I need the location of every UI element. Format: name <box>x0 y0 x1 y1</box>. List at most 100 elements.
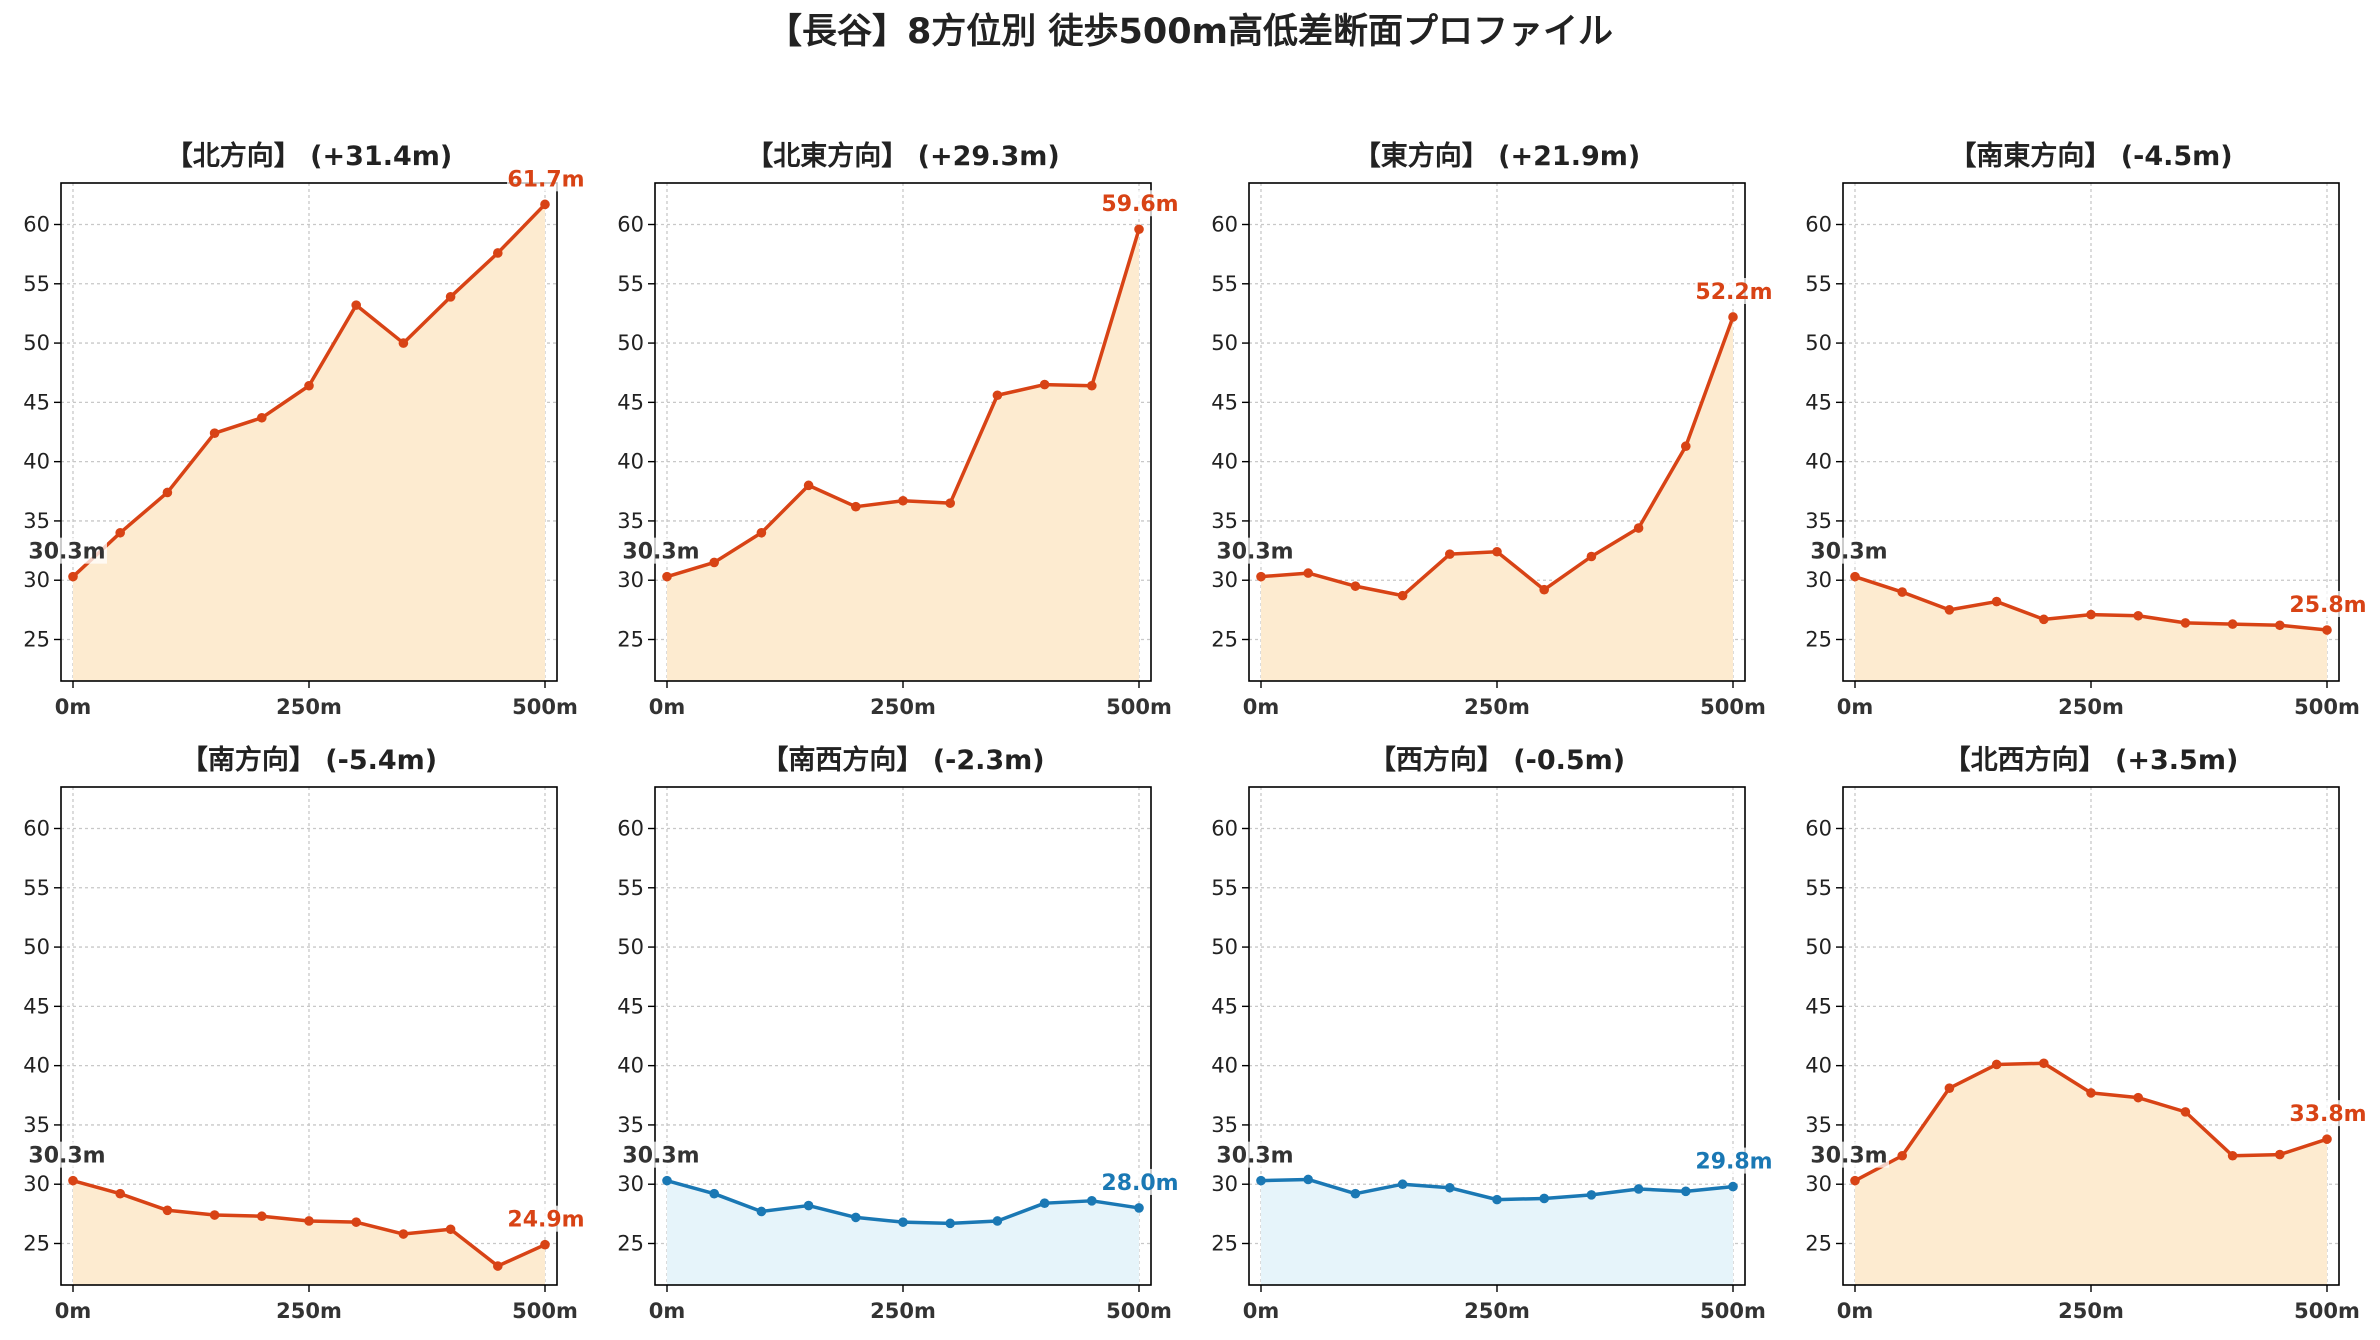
x-tick-label: 0m <box>55 1299 92 1323</box>
data-point <box>304 380 314 391</box>
data-point <box>803 480 814 491</box>
elevation-area <box>1261 316 1733 681</box>
data-point <box>756 527 767 538</box>
data-point <box>1897 587 1907 597</box>
y-tick-label: 35 <box>617 509 644 533</box>
y-tick-label: 60 <box>1805 817 1832 841</box>
y-tick-label: 45 <box>617 390 644 414</box>
data-point <box>1039 1198 1050 1208</box>
data-point <box>1087 1196 1097 1206</box>
end-label-background <box>2289 1100 2367 1127</box>
end-label-background <box>507 1205 585 1232</box>
x-tick-label: 0m <box>1243 695 1280 719</box>
data-point <box>1134 1203 1144 1213</box>
end-label-background <box>2289 591 2367 618</box>
data-point <box>1256 1175 1266 1186</box>
y-tick-label: 35 <box>1211 1113 1238 1137</box>
y-tick-label: 55 <box>1211 876 1238 900</box>
data-point <box>2275 620 2285 631</box>
y-tick-label: 55 <box>23 272 50 296</box>
x-tick-label: 500m <box>2294 695 2360 719</box>
y-tick-label: 45 <box>1805 994 1832 1018</box>
data-point <box>445 292 456 302</box>
y-tick-label: 60 <box>617 817 644 841</box>
y-tick-label: 60 <box>23 213 50 237</box>
data-point <box>1586 1190 1597 1200</box>
elevation-area <box>667 229 1139 681</box>
elevation-area <box>1855 1063 2327 1285</box>
y-tick-label: 35 <box>1211 509 1238 533</box>
y-tick-label: 55 <box>23 876 50 900</box>
y-tick-label: 50 <box>1211 935 1238 959</box>
data-point <box>540 1239 550 1250</box>
x-tick-label: 250m <box>870 1299 936 1323</box>
data-point <box>351 300 362 310</box>
profile-panel: 【南方向】 (-5.4m) 25 30 35 40 45 50 55 60 0m 250m 500m 3… <box>23 744 585 1323</box>
data-point <box>2275 1149 2285 1160</box>
data-point <box>1681 1186 1691 1197</box>
panel-title: 【西方向】 (-0.5m) <box>1369 744 1625 776</box>
y-tick-label: 45 <box>1211 390 1238 414</box>
data-point <box>68 1175 78 1186</box>
data-point <box>1681 441 1691 452</box>
data-point <box>209 1210 220 1220</box>
y-tick-label: 60 <box>23 817 50 841</box>
data-point <box>1445 1182 1455 1193</box>
data-point <box>1539 1193 1549 1204</box>
panel-title: 【北東方向】 (+29.3m) <box>746 140 1059 172</box>
elevation-area <box>667 1180 1139 1285</box>
data-point <box>1539 584 1549 595</box>
data-point <box>803 1200 814 1211</box>
data-point <box>162 1205 173 1216</box>
x-tick-label: 0m <box>649 1299 686 1323</box>
data-point <box>992 390 1003 401</box>
end-label-background <box>1101 1168 1179 1195</box>
y-tick-label: 30 <box>617 1172 644 1196</box>
y-tick-label: 60 <box>1211 817 1238 841</box>
panel-title: 【北方向】 (+31.4m) <box>166 140 452 172</box>
panel-title: 【北西方向】 (+3.5m) <box>1944 744 2239 776</box>
y-tick-label: 25 <box>1211 628 1238 652</box>
start-elevation-label: 30.3m <box>622 1144 699 1169</box>
x-tick-label: 500m <box>1106 1299 1172 1323</box>
y-tick-label: 40 <box>1211 450 1238 474</box>
data-point <box>2086 609 2096 620</box>
data-point <box>898 1217 908 1227</box>
y-tick-label: 40 <box>1805 450 1832 474</box>
data-point <box>304 1216 314 1226</box>
start-elevation-label: 30.3m <box>28 540 105 565</box>
profile-panel: 【北東方向】 (+29.3m) 25 30 35 40 45 50 55 60 0m 250m 500… <box>617 140 1179 719</box>
y-tick-label: 35 <box>1805 509 1832 533</box>
start-label-background <box>29 537 107 564</box>
data-point <box>1134 224 1144 235</box>
data-point <box>398 1229 409 1239</box>
start-elevation-label: 30.3m <box>1810 1144 1887 1169</box>
y-tick-label: 30 <box>617 568 644 592</box>
y-tick-label: 45 <box>1211 994 1238 1018</box>
y-tick-label: 30 <box>1805 1172 1832 1196</box>
data-point <box>851 1212 861 1223</box>
end-elevation-label: 29.8m <box>1695 1150 1772 1175</box>
y-tick-label: 35 <box>617 1113 644 1137</box>
y-tick-label: 50 <box>1805 331 1832 355</box>
y-tick-label: 40 <box>23 450 50 474</box>
data-point <box>1492 546 1502 557</box>
y-tick-label: 55 <box>1211 272 1238 296</box>
y-tick-label: 30 <box>23 1172 50 1196</box>
elevation-area <box>73 204 545 682</box>
x-tick-label: 250m <box>2058 1299 2124 1323</box>
data-point <box>1350 1188 1361 1199</box>
profile-panel: 【北西方向】 (+3.5m) 25 30 35 40 45 50 55 60 0m 250m 500m… <box>1805 744 2367 1323</box>
y-tick-label: 50 <box>1805 935 1832 959</box>
y-tick-label: 60 <box>1211 213 1238 237</box>
y-tick-label: 45 <box>1805 390 1832 414</box>
start-elevation-label: 30.3m <box>1216 540 1293 565</box>
data-point <box>1728 1181 1738 1192</box>
data-point <box>540 199 550 210</box>
profile-panel: 【北方向】 (+31.4m) 25 30 35 40 45 50 55 60 0m 250m 500m… <box>23 140 585 719</box>
x-tick-label: 500m <box>2294 1299 2360 1323</box>
profile-panel: 【南東方向】 (-4.5m) 25 30 35 40 45 50 55 60 0m 250m 500m… <box>1805 140 2367 719</box>
data-point <box>1303 568 1313 578</box>
end-elevation-label: 61.7m <box>507 167 584 192</box>
